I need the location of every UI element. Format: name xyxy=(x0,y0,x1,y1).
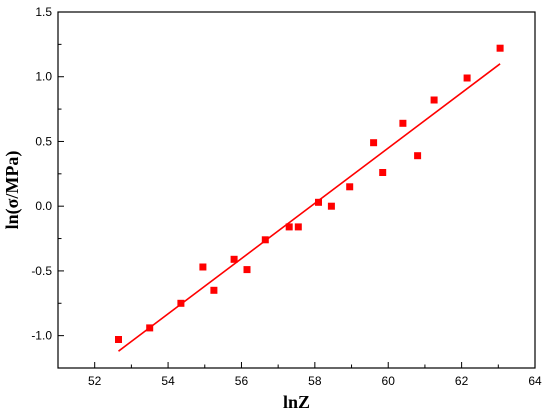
x-tick-label-2: 56 xyxy=(235,374,249,388)
y-tick-label-3: 0.5 xyxy=(35,134,52,148)
axis-labels: lnZ ln(σ/MPa) xyxy=(2,151,310,412)
data-point-11 xyxy=(327,202,335,210)
data-point-15 xyxy=(399,119,407,127)
axes: 52 54 56 58 60 62 64 -1.0 -0.5 0.0 0.5 1.0 1.5 xyxy=(31,5,542,388)
data-point-0 xyxy=(115,336,122,343)
y-axis-title: ln(σ/MPa) xyxy=(2,151,23,230)
data-point-13 xyxy=(370,139,378,147)
data-point-7 xyxy=(261,236,269,244)
data-point-16 xyxy=(414,152,422,160)
x-tick-label-4: 60 xyxy=(382,374,396,388)
x-tick-label-3: 58 xyxy=(308,374,322,388)
data-point-4 xyxy=(210,286,218,294)
data-point-10 xyxy=(315,198,322,206)
data-point-6 xyxy=(243,266,251,274)
data-point-17 xyxy=(430,96,438,104)
plot-frame xyxy=(57,11,536,369)
y-tick-label-5: 1.5 xyxy=(35,5,52,19)
data-point-9 xyxy=(294,223,302,231)
y-tick-label-2: 0.0 xyxy=(35,199,52,213)
data-point-18 xyxy=(463,74,471,82)
data-point-19 xyxy=(496,44,504,52)
data-point-14 xyxy=(379,169,387,176)
data-point-8 xyxy=(285,223,293,231)
y-tick-label-1: -0.5 xyxy=(31,264,52,278)
x-tick-label-0: 52 xyxy=(88,374,102,388)
x-tick-label-1: 54 xyxy=(161,374,175,388)
y-tick-label-0: -1.0 xyxy=(31,329,52,343)
data-point-2 xyxy=(177,299,185,307)
x-axis-title: lnZ xyxy=(283,392,310,412)
data-point-3 xyxy=(199,263,207,271)
plot-area xyxy=(115,44,504,352)
x-tick-label-6: 64 xyxy=(528,374,542,388)
x-tick-label-5: 62 xyxy=(455,374,469,388)
data-point-5 xyxy=(230,255,238,263)
y-tick-label-4: 1.0 xyxy=(35,70,52,84)
data-point-1 xyxy=(146,324,154,332)
data-point-12 xyxy=(346,183,354,191)
